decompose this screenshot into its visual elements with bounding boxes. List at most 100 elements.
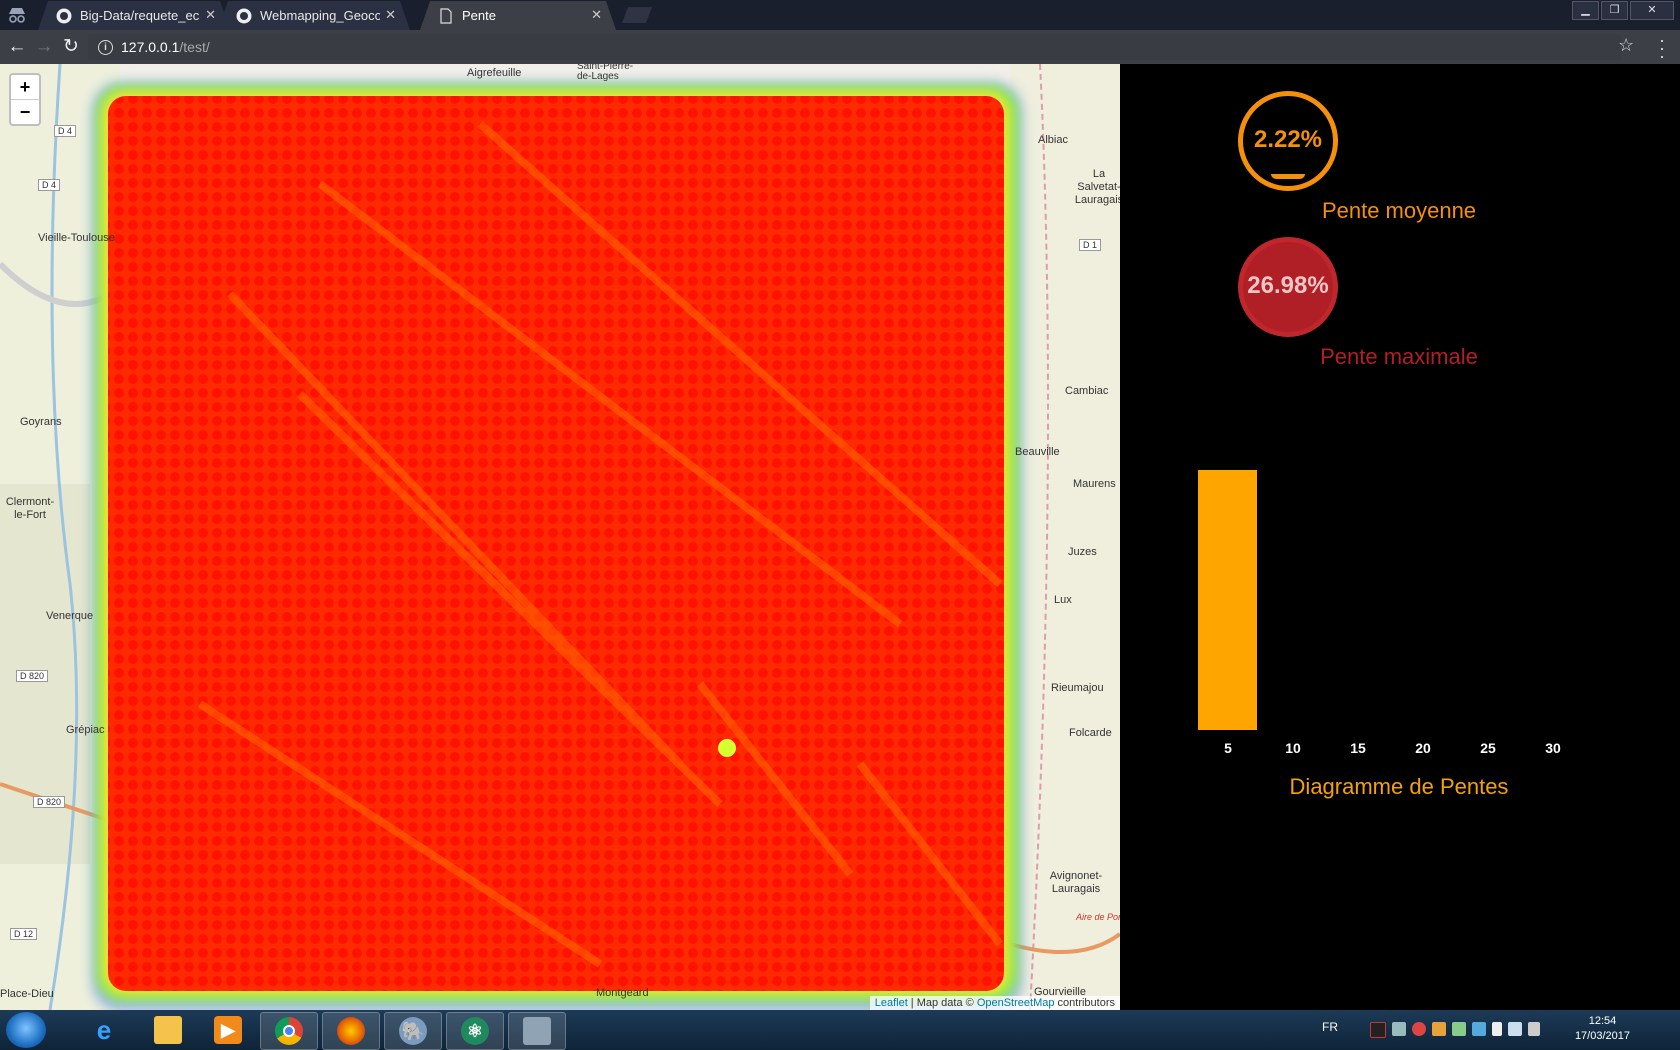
leaflet-link[interactable]: Leaflet: [874, 997, 908, 1009]
site-info-icon[interactable]: i: [98, 40, 113, 55]
zoom-out-button[interactable]: −: [11, 99, 39, 124]
slope-histogram: 5 10 15 20 25 30: [1198, 470, 1561, 756]
network-icon[interactable]: [1508, 1022, 1522, 1036]
place-label: Clermont-le-Fort: [5, 496, 55, 521]
place-label: Beauville: [1015, 446, 1060, 458]
base-map-tiles: [0, 64, 1120, 1010]
new-tab-button[interactable]: [622, 7, 652, 23]
max-slope-label: Pente maximale: [1320, 344, 1478, 369]
browser-toolbar: ← → ↻ i 127.0.0.1/test/ ☆ · · ·: [0, 30, 1680, 66]
map-attribution: Leaflet | Map data © OpenStreetMap contr…: [869, 996, 1120, 1010]
tab-big-data[interactable]: Big-Data/requete_echant ✕: [38, 1, 230, 30]
road-label: D 4: [54, 125, 77, 137]
tab-title: Big-Data/requete_echant: [80, 8, 200, 23]
place-label: Cambiac: [1065, 385, 1109, 397]
tray-app-icon[interactable]: [1370, 1022, 1386, 1038]
place-label: Aigrefeuille: [467, 67, 522, 79]
back-arrow-icon[interactable]: ←: [7, 36, 27, 57]
github-icon: [56, 8, 72, 24]
firefox-icon[interactable]: [322, 1012, 380, 1050]
road-label: D 1: [1079, 239, 1102, 251]
slope-heatmap-layer: [92, 82, 1022, 1010]
place-label: Albiac: [1038, 134, 1068, 146]
place-label: Rieumajou: [1051, 682, 1104, 694]
place-label: Vieille-Toulouse: [38, 232, 115, 244]
close-window-button[interactable]: ✕: [1630, 1, 1674, 20]
tab-pente[interactable]: Pente ✕: [420, 1, 616, 30]
minimize-button[interactable]: ▁: [1572, 1, 1599, 20]
gauge-fill: [1271, 174, 1305, 179]
close-tab-icon[interactable]: ✕: [205, 7, 216, 22]
close-tab-icon[interactable]: ✕: [591, 7, 602, 22]
place-label: Lux: [1054, 594, 1072, 606]
language-indicator[interactable]: FR: [1322, 1020, 1338, 1034]
road-label: D 820: [16, 670, 49, 682]
tray-app-icon[interactable]: [1432, 1022, 1446, 1036]
place-label: Folcarde: [1069, 727, 1112, 739]
tray-app-icon[interactable]: [1472, 1022, 1486, 1036]
place-label: Maurens: [1073, 478, 1116, 490]
tray-app-icon[interactable]: [1392, 1022, 1406, 1036]
place-label: Goyrans: [20, 416, 62, 428]
tab-title: Pente: [462, 8, 496, 23]
system-tray: [1370, 1022, 1540, 1038]
internet-explorer-icon[interactable]: e: [96, 1015, 112, 1045]
windows-taskbar: e ▶ 🐘 ⚛ FR 12:54 17/03/2017: [0, 1010, 1680, 1050]
chrome-icon[interactable]: [260, 1012, 318, 1050]
incognito-profile-icon[interactable]: [6, 5, 28, 25]
attribution-suffix: contributors: [1054, 997, 1115, 1009]
tray-app-icon[interactable]: [1452, 1022, 1466, 1036]
road-label: D 820: [33, 796, 66, 808]
clock-time: 12:54: [1588, 1015, 1617, 1027]
place-label: Saint-Pierre-de-Lages: [577, 64, 634, 82]
page-icon: [438, 8, 454, 24]
max-slope-gauge: 26.98%: [1238, 237, 1338, 337]
menu-kebab-icon[interactable]: · · ·: [1659, 30, 1665, 66]
osm-link[interactable]: OpenStreetMap: [976, 997, 1055, 1009]
stats-panel: 2.22% Pente moyenne 26.98% Pente maximal…: [1120, 64, 1680, 1010]
address-bar[interactable]: i 127.0.0.1/test/: [88, 34, 1621, 60]
url-host: 127.0.0.1: [121, 39, 180, 55]
place-label: Gourvieille: [1034, 986, 1086, 998]
forward-arrow-icon[interactable]: →: [34, 36, 54, 57]
restore-button[interactable]: ❐: [1601, 1, 1628, 20]
clock-date: 17/03/2017: [1574, 1030, 1630, 1042]
place-label: Montgeard: [596, 987, 649, 999]
url-text: 127.0.0.1/test/: [121, 39, 210, 55]
x-tick-label: 10: [1285, 740, 1301, 756]
max-slope-value: 26.98%: [1247, 272, 1329, 299]
zoom-in-button[interactable]: +: [19, 77, 31, 97]
browser-title-bar: Big-Data/requete_echant ✕ Webmapping_Geo…: [0, 0, 1680, 30]
tab-webmapping[interactable]: Webmapping_Geocodag ✕: [218, 1, 410, 30]
place-label: Juzes: [1068, 546, 1097, 558]
github-icon: [236, 8, 252, 24]
file-explorer-icon[interactable]: [140, 1012, 196, 1048]
place-label: La Salvetat-Lauragais: [1074, 168, 1120, 206]
tray-app-icon[interactable]: [1412, 1022, 1426, 1036]
window-controls: ▁ ❐ ✕: [1572, 1, 1674, 20]
start-button[interactable]: [6, 1012, 46, 1048]
mean-slope-value: 2.22%: [1253, 126, 1323, 153]
x-tick-label: 20: [1415, 740, 1431, 756]
road-label: D 12: [10, 928, 38, 940]
pgadmin-icon[interactable]: 🐘: [384, 1012, 442, 1050]
zoom-control: + −: [9, 73, 41, 126]
close-tab-icon[interactable]: ✕: [385, 7, 396, 22]
clock[interactable]: 12:54 17/03/2017: [1575, 1014, 1630, 1044]
volume-icon[interactable]: [1528, 1022, 1540, 1036]
atom-icon[interactable]: ⚛: [446, 1012, 504, 1050]
tab-title: Webmapping_Geocodag: [260, 8, 380, 23]
place-label: Grépiac: [66, 724, 105, 736]
reload-icon[interactable]: ↻: [63, 36, 79, 57]
chart-title: Diagramme de Pentes: [1289, 774, 1509, 799]
bookmark-star-icon[interactable]: ☆: [1618, 35, 1635, 55]
attribution-text: | Map data ©: [907, 997, 977, 1009]
media-player-icon[interactable]: ▶: [200, 1012, 256, 1048]
place-label: Venerque: [46, 610, 94, 622]
archive-icon[interactable]: [508, 1012, 566, 1050]
mean-slope-gauge: 2.22%: [1238, 91, 1338, 191]
leaflet-map[interactable]: Aigrefeuille Saint-Pierre-de-Lages Albia…: [0, 64, 1120, 1010]
place-label: Avignonet-Lauragais: [1049, 870, 1103, 895]
flag-icon[interactable]: [1492, 1022, 1502, 1036]
x-tick-label: 15: [1350, 740, 1366, 756]
